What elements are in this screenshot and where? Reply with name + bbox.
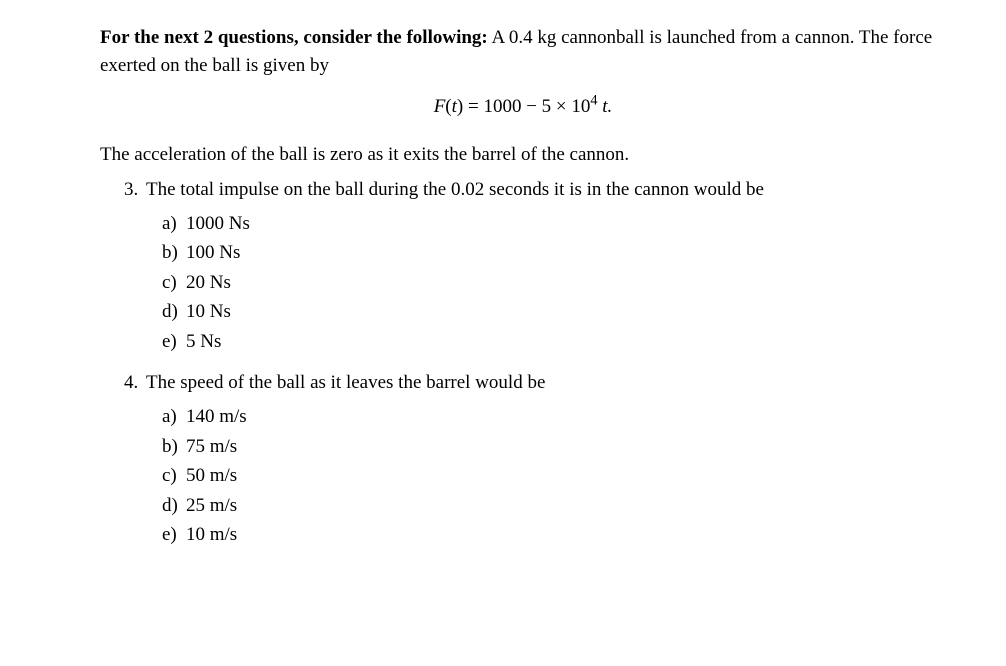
q3-text: The total impulse on the ball during the… (146, 179, 764, 200)
eq-rhs-b: 5 × 10 (542, 96, 591, 117)
choice-text: 5 Ns (186, 331, 221, 352)
choice-letter: d) (162, 492, 186, 520)
choice-text: 20 Ns (186, 272, 231, 293)
eq-rhs-a: 1000 (483, 96, 521, 117)
questions-list: 3.The total impulse on the ball during t… (100, 176, 946, 549)
choice-text: 50 m/s (186, 465, 237, 486)
choice-text: 100 Ns (186, 242, 240, 263)
acceleration-note: The acceleration of the ball is zero as … (100, 141, 946, 169)
q4-choice-d: d)25 m/s (162, 492, 946, 520)
intro-bold-lead: For the next 2 questions, consider the f… (100, 27, 488, 48)
eq-tail: t. (598, 96, 613, 117)
q4-choice-a: a)140 m/s (162, 403, 946, 431)
choice-letter: a) (162, 210, 186, 238)
eq-minus: − (521, 96, 541, 117)
q3-number: 3. (124, 176, 146, 204)
choice-letter: d) (162, 298, 186, 326)
physics-problem-page: For the next 2 questions, consider the f… (0, 0, 1006, 587)
q4-text: The speed of the ball as it leaves the b… (146, 372, 545, 393)
choice-letter: c) (162, 269, 186, 297)
q4-number: 4. (124, 369, 146, 397)
q4-choice-c: c)50 m/s (162, 462, 946, 490)
q3-choices: a)1000 Ns b)100 Ns c)20 Ns d)10 Ns e)5 N… (124, 210, 946, 356)
force-equation: F(t) = 1000 − 5 × 104 t. (100, 93, 946, 121)
choice-text: 10 m/s (186, 524, 237, 545)
q3-choice-d: d)10 Ns (162, 298, 946, 326)
choice-text: 25 m/s (186, 495, 237, 516)
choice-letter: a) (162, 403, 186, 431)
choice-text: 140 m/s (186, 406, 247, 427)
choice-letter: e) (162, 521, 186, 549)
question-4: 4.The speed of the ball as it leaves the… (124, 369, 946, 548)
q3-choice-c: c)20 Ns (162, 269, 946, 297)
choice-text: 1000 Ns (186, 213, 250, 234)
eq-paren-close: ) = (457, 96, 484, 117)
choice-letter: c) (162, 462, 186, 490)
q3-choice-a: a)1000 Ns (162, 210, 946, 238)
q3-choice-b: b)100 Ns (162, 239, 946, 267)
choice-letter: e) (162, 328, 186, 356)
choice-letter: b) (162, 433, 186, 461)
choice-text: 10 Ns (186, 301, 231, 322)
eq-exp: 4 (590, 93, 597, 109)
q4-choice-e: e)10 m/s (162, 521, 946, 549)
q3-choice-e: e)5 Ns (162, 328, 946, 356)
question-3: 3.The total impulse on the ball during t… (124, 176, 946, 355)
eq-lhs: F (434, 96, 446, 117)
choice-letter: b) (162, 239, 186, 267)
intro-paragraph: For the next 2 questions, consider the f… (100, 24, 946, 79)
q4-choices: a)140 m/s b)75 m/s c)50 m/s d)25 m/s e)1… (124, 403, 946, 549)
choice-text: 75 m/s (186, 436, 237, 457)
q4-choice-b: b)75 m/s (162, 433, 946, 461)
